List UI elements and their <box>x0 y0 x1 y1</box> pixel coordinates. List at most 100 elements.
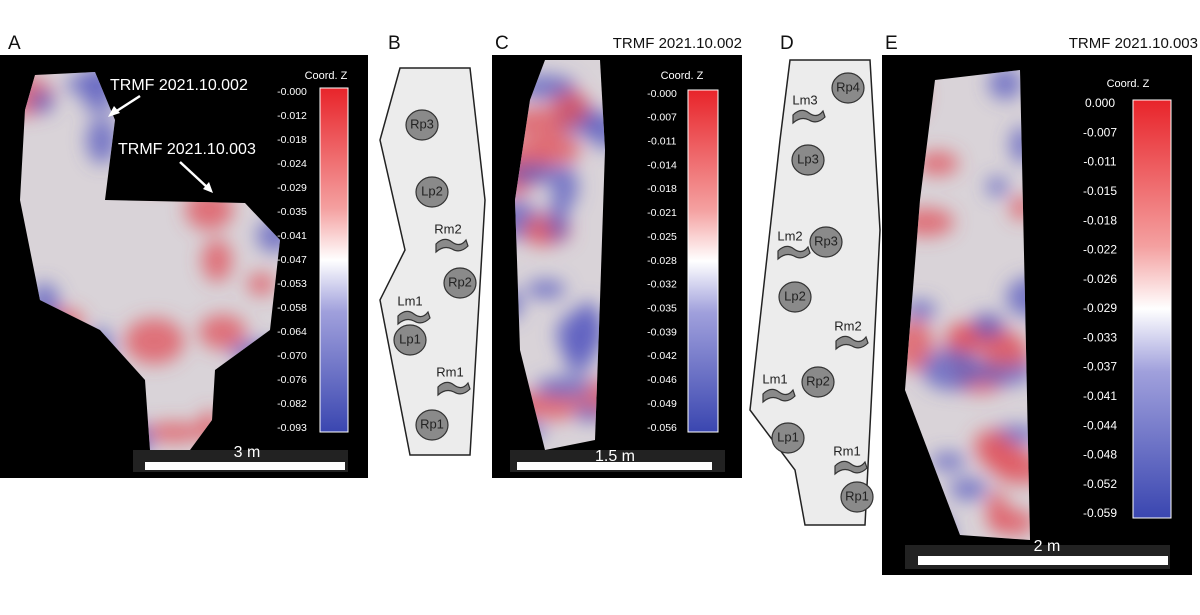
track-label: Lm2 <box>777 228 802 243</box>
map-blob <box>256 218 280 253</box>
outline-d <box>749 59 881 526</box>
colorbar-tick-label: -0.024 <box>277 158 307 170</box>
map-blob <box>930 452 966 471</box>
colorbar-tick-label: -0.015 <box>1083 184 1117 198</box>
colorbar-tick-label: -0.021 <box>647 207 677 219</box>
track-print <box>415 409 449 441</box>
annotation: TRMF 2021.10.002 <box>110 77 248 94</box>
colorbar-tick-label: -0.058 <box>277 302 307 314</box>
colorbar-tick-label: -0.041 <box>277 230 307 242</box>
map-blob <box>994 453 1030 485</box>
track-print <box>840 481 874 513</box>
outline-b <box>379 67 486 456</box>
track-print <box>443 267 477 299</box>
track-manus <box>762 388 796 404</box>
colorbar-tick-label: -0.048 <box>1083 448 1117 462</box>
track-label: Rm1 <box>833 443 860 458</box>
map-blob <box>973 429 1011 461</box>
colorbar-tick-label: -0.028 <box>647 255 677 267</box>
elevation-map <box>515 60 605 450</box>
colorbar-tick-label: -0.053 <box>277 278 307 290</box>
track-label: Lp3 <box>797 151 819 166</box>
track-label: Lm1 <box>762 371 787 386</box>
track-label: Lm1 <box>397 293 422 308</box>
map-blob <box>949 477 988 501</box>
map-blob <box>582 112 604 132</box>
colorbar-tick-label: -0.049 <box>647 398 677 410</box>
track-manus <box>834 460 868 476</box>
track-print <box>778 281 812 313</box>
track-label: Lp2 <box>421 183 443 198</box>
colorbar-tick-label: -0.076 <box>277 374 307 386</box>
map-blob <box>198 314 247 350</box>
track-print <box>771 422 805 454</box>
colorbar-tick-label: -0.035 <box>277 206 307 218</box>
map-blob <box>988 70 1023 100</box>
map-blob <box>247 272 276 296</box>
colorbar-tick-label: -0.041 <box>1083 389 1117 403</box>
track-manus <box>437 381 471 397</box>
colorbar-tick-label: -0.039 <box>647 326 677 338</box>
track-label: Rp1 <box>420 416 444 431</box>
colorbar-tick-label: -0.007 <box>647 112 677 124</box>
colorbar-tick-label: -0.033 <box>1083 330 1117 344</box>
colorbar-tick-label: -0.046 <box>647 374 677 386</box>
track-print <box>809 226 843 258</box>
map-blob <box>905 319 934 372</box>
colorbar-tick-label: -0.042 <box>647 350 677 362</box>
track-manus <box>777 245 811 261</box>
panel-label: B <box>388 33 401 54</box>
panel-label: C <box>495 33 509 54</box>
colorbar-tick-label: -0.047 <box>277 254 307 266</box>
colorbar-tick-label: -0.044 <box>1083 418 1117 432</box>
colorbar-tick-label: -0.032 <box>647 279 677 291</box>
arrow-head <box>108 106 120 117</box>
scale-bar <box>145 462 345 470</box>
colorbar-tick-label: -0.093 <box>277 422 307 434</box>
colorbar-tick-label: -0.029 <box>277 182 307 194</box>
scale-label: 1.5 m <box>595 448 635 465</box>
arrow <box>179 161 209 189</box>
track-manus <box>435 238 469 254</box>
map-blob <box>547 199 568 243</box>
colorbar-tick-label: -0.082 <box>277 398 307 410</box>
track-print <box>831 72 865 104</box>
track-label: Rp2 <box>806 373 830 388</box>
map-blob <box>201 239 233 282</box>
arrow-head <box>203 182 213 193</box>
track-label: Rp3 <box>814 233 838 248</box>
panel-title: TRMF 2021.10.002 <box>613 35 742 52</box>
track-label: Rm2 <box>434 221 461 236</box>
colorbar-tick-label: -0.052 <box>1083 477 1117 491</box>
track-label: Lm3 <box>792 92 817 107</box>
map-blob <box>142 422 205 443</box>
colorbar-tick-label: -0.012 <box>277 110 307 122</box>
colorbar-tick-label: -0.059 <box>1083 506 1117 520</box>
colorbar-tick-label: -0.007 <box>1083 125 1117 139</box>
map-blob <box>986 176 1009 197</box>
map-blob <box>526 279 566 299</box>
colorbar <box>319 87 349 433</box>
colorbar-tick-label: -0.000 <box>277 86 307 98</box>
track-label: Rm1 <box>436 364 463 379</box>
colorbar-tick-label: -0.022 <box>1083 243 1117 257</box>
annotation: TRMF 2021.10.003 <box>118 141 256 158</box>
colorbar-tick-label: -0.037 <box>1083 360 1117 374</box>
track-label: Rm2 <box>834 318 861 333</box>
map-blob <box>29 89 55 114</box>
colorbar-tick-label: -0.064 <box>277 326 307 338</box>
panel-label: D <box>780 33 794 54</box>
colorbar-tick-label: -0.018 <box>647 183 677 195</box>
colorbar-tick-label: -0.011 <box>648 135 677 147</box>
track-label: Lp1 <box>777 429 799 444</box>
colorbar-title: Coord. Z <box>305 70 348 82</box>
track-print <box>405 109 439 141</box>
track-label: Rp2 <box>448 274 472 289</box>
track-label: Lp1 <box>399 331 421 346</box>
colorbar-title: Coord. Z <box>1107 78 1150 90</box>
track-print <box>801 366 835 398</box>
colorbar-tick-label: -0.018 <box>1083 213 1117 227</box>
colorbar <box>687 89 719 433</box>
scale-bar <box>517 462 712 470</box>
track-label: Rp3 <box>410 116 434 131</box>
